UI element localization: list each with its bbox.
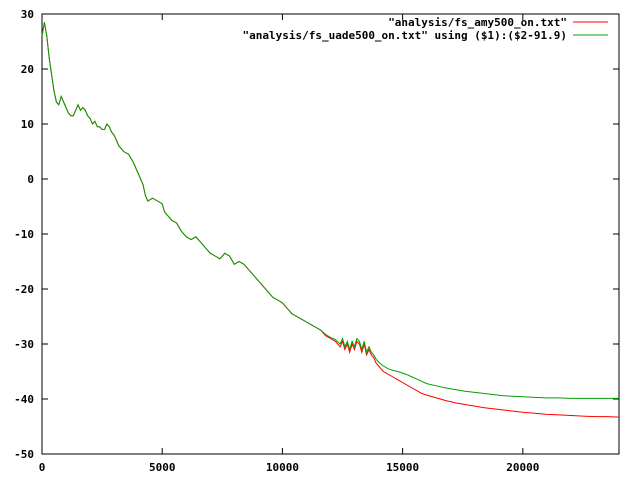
y-tick-label: 20 <box>21 63 34 76</box>
series-line-1 <box>41 22 620 418</box>
x-tick-label: 5000 <box>149 461 176 474</box>
plot-frame <box>41 13 620 455</box>
axis-ticks <box>41 13 619 455</box>
x-tick-label: 20000 <box>506 461 539 474</box>
axis-tick-labels: 0 5000 10000 15000 20000 -50 -40 -30 -20 -10 0 10 20… <box>14 8 539 474</box>
x-tick-label: 15000 <box>386 461 419 474</box>
y-tick-label: 30 <box>21 8 34 21</box>
y-tick-label: 0 <box>27 173 34 186</box>
y-tick-label: -50 <box>14 448 34 461</box>
legend: "analysis/fs_amy500_on.txt""analysis/fs_… <box>242 16 608 42</box>
x-tick-label: 0 <box>39 461 46 474</box>
y-tick-label: 10 <box>21 118 34 131</box>
legend-label-2: "analysis/fs_uade500_on.txt" using ($1):… <box>242 29 567 42</box>
y-tick-label: -30 <box>14 338 34 351</box>
x-tick-label: 10000 <box>266 461 299 474</box>
series-lines <box>41 22 620 418</box>
y-tick-label: -10 <box>14 228 34 241</box>
y-tick-label: -40 <box>14 393 34 406</box>
y-tick-label: -20 <box>14 283 34 296</box>
series-line-2 <box>41 22 619 399</box>
legend-label-1: "analysis/fs_amy500_on.txt" <box>388 16 567 29</box>
